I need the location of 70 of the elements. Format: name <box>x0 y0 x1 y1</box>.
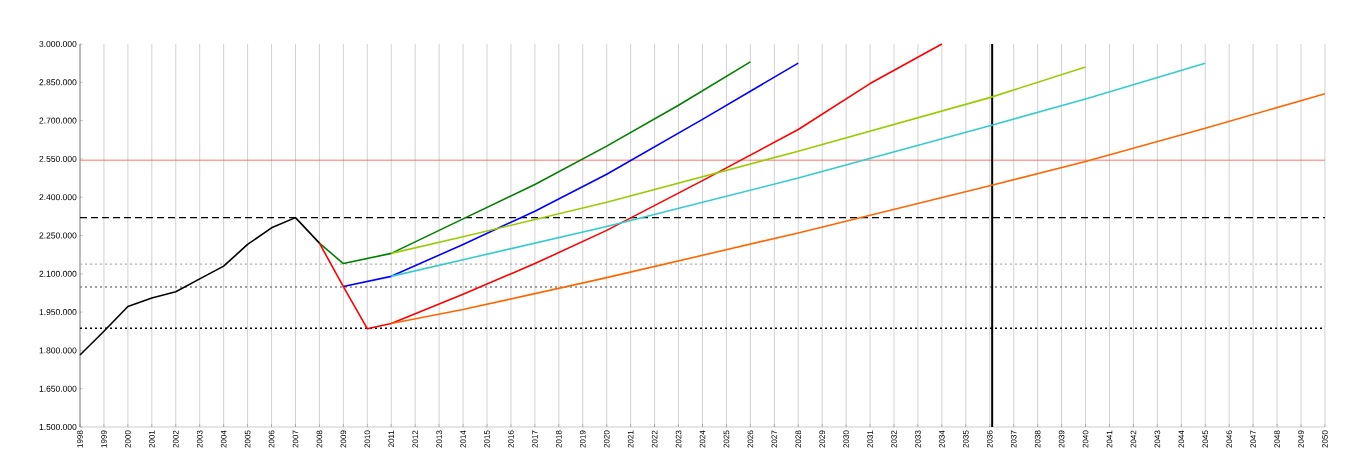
line-series <box>390 62 1207 278</box>
y-tick-label: 2.250.000 <box>39 232 77 239</box>
x-tick-label: 2028 <box>795 430 802 448</box>
x-tick-label: 2003 <box>196 430 203 448</box>
x-tick-label: 2015 <box>484 430 490 448</box>
x-tick-label: 1999 <box>101 430 107 448</box>
line-series <box>342 62 800 288</box>
x-tick-label: 2041 <box>1106 430 1113 448</box>
x-tick-label: 2009 <box>340 430 347 448</box>
line-series <box>318 61 752 265</box>
x-tick-label: 2013 <box>436 430 442 448</box>
y-tick-label: 3.000.000 <box>39 41 77 47</box>
x-tick-label: 2040 <box>1082 430 1089 448</box>
y-tick-label: 1.650.000 <box>39 385 77 392</box>
x-tick-label: 2048 <box>1274 430 1280 448</box>
x-tick-label: 2024 <box>699 430 706 448</box>
x-tick-label: 2026 <box>747 430 754 448</box>
y-tick-label: 2.400.000 <box>39 194 77 201</box>
x-tick-label: 2010 <box>364 430 371 448</box>
x-tick-label: 2050 <box>1322 430 1328 448</box>
x-tick-label: 2033 <box>915 430 921 448</box>
x-tick-label: 2044 <box>1178 430 1185 448</box>
x-tick-label: 2029 <box>819 430 826 448</box>
y-tick-label: 2.700.000 <box>39 117 77 124</box>
line-series <box>390 66 1087 255</box>
x-tick-label: 2046 <box>1226 430 1233 448</box>
x-tick-label: 2023 <box>675 430 682 448</box>
x-tick-label: 2019 <box>579 430 586 448</box>
x-tick-label: 2025 <box>723 430 730 448</box>
x-tick-label: 2004 <box>220 430 227 448</box>
y-tick-label: 2.550.000 <box>39 155 77 162</box>
x-tick-label: 2002 <box>172 430 179 448</box>
x-tick-label: 2045 <box>1202 430 1209 448</box>
y-tick-label: 1.800.000 <box>39 347 77 354</box>
x-tick-label: 2001 <box>149 430 155 448</box>
x-tick-label: 2000 <box>125 430 131 448</box>
x-tick-label: 2005 <box>244 430 251 448</box>
x-tick-label: 2032 <box>891 430 897 448</box>
x-tick-label: 2034 <box>939 430 945 448</box>
x-tick-label: 2037 <box>1010 430 1017 448</box>
line-series <box>390 92 1326 325</box>
y-tick-label: 2.850.000 <box>39 79 77 86</box>
x-tick-label: 2031 <box>867 430 873 448</box>
line-series <box>318 43 943 330</box>
y-tick-label: 1.500.000 <box>39 424 77 430</box>
x-tick-label: 2027 <box>771 430 778 448</box>
x-tick-label: 2006 <box>268 430 275 448</box>
x-tick-label: 1998 <box>77 430 83 448</box>
x-tick-label: 2017 <box>532 430 538 448</box>
x-tick-label: 2021 <box>627 430 634 448</box>
y-tick-label: 1.950.000 <box>39 309 77 316</box>
x-tick-label: 2038 <box>1034 430 1041 448</box>
x-tick-label: 2049 <box>1298 430 1304 448</box>
x-tick-label: 2039 <box>1058 430 1065 448</box>
x-tick-label: 2008 <box>316 430 323 448</box>
x-tick-label: 2022 <box>651 430 658 448</box>
x-tick-label: 2035 <box>963 430 969 448</box>
x-tick-label: 2036 <box>986 430 993 448</box>
x-tick-label: 2012 <box>412 430 419 448</box>
x-tick-label: 2030 <box>843 430 849 448</box>
y-tick-label: 2.100.000 <box>39 270 77 277</box>
x-tick-label: 2014 <box>460 430 466 448</box>
x-tick-label: 2007 <box>292 430 299 448</box>
x-tick-label: 2047 <box>1250 430 1256 448</box>
x-tick-label: 2020 <box>603 430 610 448</box>
x-tick-label: 2043 <box>1154 430 1161 448</box>
x-tick-label: 2011 <box>388 430 395 447</box>
x-tick-label: 2042 <box>1130 430 1137 448</box>
x-tick-label: 2018 <box>556 430 562 448</box>
x-tick-label: 2016 <box>508 430 514 448</box>
